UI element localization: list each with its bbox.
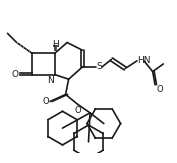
Text: O: O	[156, 85, 163, 94]
Text: N: N	[47, 76, 54, 85]
Text: H: H	[52, 40, 59, 49]
Text: O: O	[12, 70, 19, 79]
Text: O: O	[43, 97, 50, 106]
Text: S: S	[96, 62, 102, 72]
Text: O: O	[75, 106, 81, 115]
Text: HN: HN	[137, 56, 151, 65]
